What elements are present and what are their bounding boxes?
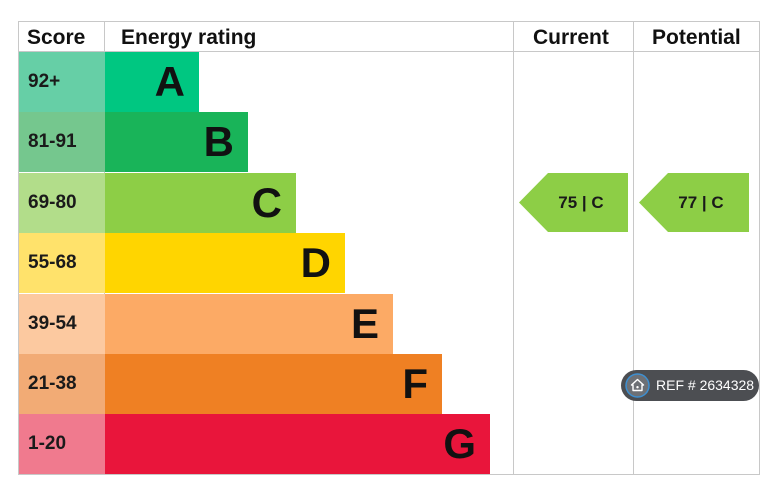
current-rating-label: 75 | C (558, 193, 604, 212)
rating-bar-a: A (105, 52, 199, 112)
score-range-f: 21-38 (19, 354, 105, 414)
current-arrow-shape (519, 173, 628, 232)
score-range-c: 69-80 (19, 173, 105, 233)
score-range-e: 39-54 (19, 294, 105, 354)
rating-bar-e: E (105, 294, 393, 354)
rating-letter-g: G (443, 420, 476, 467)
score-range-d: 55-68 (19, 233, 105, 293)
rating-letter-f: F (402, 360, 428, 407)
rating-letter-a: A (154, 58, 185, 105)
rating-bar-b: B (105, 112, 248, 172)
rating-letter-d: D (300, 239, 331, 286)
potential-header: Potential (652, 26, 741, 49)
reference-watermark: REF # 2634328 (621, 370, 759, 401)
score-range-g: 1-20 (19, 414, 105, 474)
rating-column-divider (513, 21, 514, 475)
rating-bar-f: F (105, 354, 442, 414)
energy-rating-header: Energy rating (121, 26, 257, 49)
score-range-a: 92+ (19, 52, 105, 112)
score-header: Score (27, 26, 86, 49)
rating-bar-g: G (105, 414, 490, 474)
potential-arrow-shape (639, 173, 749, 232)
current-header: Current (533, 26, 609, 49)
header-divider (18, 51, 760, 52)
rating-bar-c: C (105, 173, 296, 233)
rating-letter-b: B (203, 118, 234, 165)
potential-rating-label: 77 | C (678, 193, 724, 212)
rating-bar-d: D (105, 233, 345, 293)
rating-letter-e: E (350, 300, 379, 347)
potential-rating-arrow: 77 | C (639, 173, 749, 232)
score-range-b: 81-91 (19, 112, 105, 172)
reference-number: REF # 2634328 (656, 377, 755, 393)
current-rating-arrow: 75 | C (519, 173, 628, 232)
home-icon (625, 373, 650, 398)
rating-letter-c: C (251, 179, 282, 226)
epc-chart-frame (18, 21, 760, 475)
current-column-divider (633, 21, 634, 475)
